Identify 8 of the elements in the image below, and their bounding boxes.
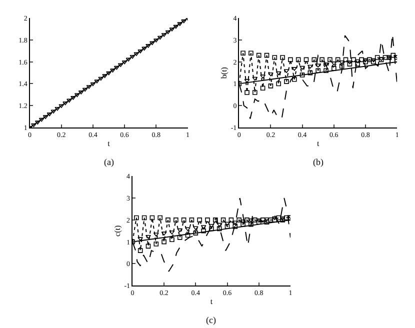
y-axis-title: b(t) [220,66,229,79]
y-axis-title: c(t) [112,224,122,236]
text: (a) [104,157,114,167]
x-axis-title: t [210,297,214,306]
x-axis-title: t [108,139,111,148]
text: (b) [313,157,324,167]
text: (c) [206,315,216,325]
x-axis-title: t [316,139,320,148]
